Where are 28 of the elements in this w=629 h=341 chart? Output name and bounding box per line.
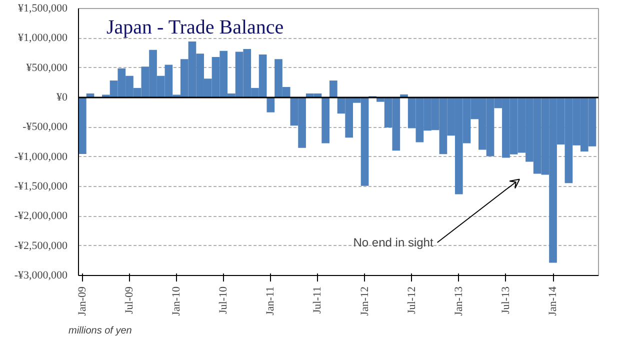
y-tick-label: ¥1,000,000 — [18, 32, 68, 44]
y-tick-label: ¥500,000 — [26, 62, 68, 74]
y-tick-label: -¥500,000 — [22, 121, 68, 134]
x-tick-label: Jul-10 — [218, 286, 230, 314]
y-tick-label: -¥2,500,000 — [14, 240, 68, 252]
y-tick-label: -¥2,000,000 — [14, 210, 68, 222]
y-tick-label: -¥3,000,000 — [14, 270, 68, 282]
y-tick-label: ¥1,500,000 — [18, 2, 68, 14]
x-tick-label: Jul-13 — [500, 286, 512, 314]
x-tick-label: Jul-12 — [406, 286, 418, 314]
bar — [322, 98, 330, 144]
y-tick-label: ¥0 — [56, 92, 68, 104]
y-tick-label: -¥1,000,000 — [14, 150, 68, 163]
bar — [266, 98, 275, 112]
bar — [329, 80, 338, 98]
x-tick-label: Jan-12 — [358, 286, 371, 316]
annotation: No end in sight — [353, 236, 434, 250]
text: millions of yen — [68, 326, 132, 336]
y-tick-label: -¥1,500,000 — [14, 180, 68, 192]
chart-title: Japan - Trade Balance — [106, 16, 284, 38]
x-tick-label: Jul-09 — [123, 286, 136, 314]
x-tick-label: Jan-10 — [170, 286, 183, 316]
x-tick-label: Jan-13 — [452, 286, 465, 316]
bar — [78, 98, 86, 154]
x-tick-label: Jan-14 — [547, 286, 560, 316]
x-tick-label: Jan-11 — [264, 286, 277, 316]
x-tick-label: Jul-11 — [312, 286, 324, 314]
x-tick-label: Jan-09 — [76, 286, 88, 316]
